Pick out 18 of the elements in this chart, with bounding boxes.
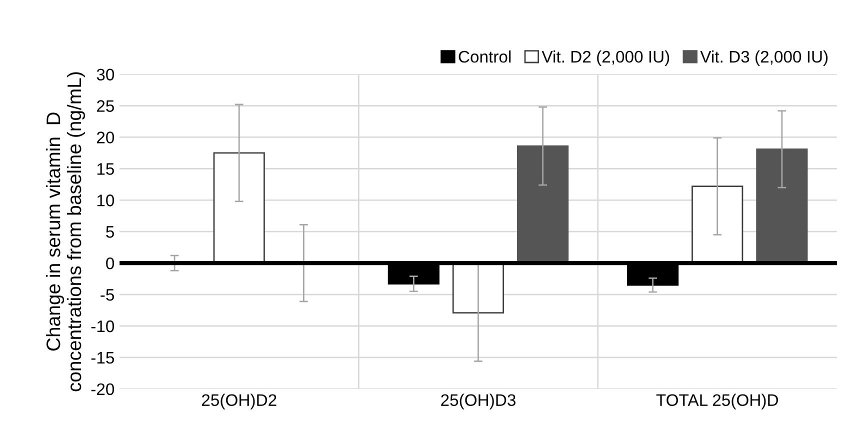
legend-label: Vit. D3 (2,000 IU) <box>700 50 828 66</box>
y-tick-label: 20 <box>97 132 114 144</box>
y-tick-label: -5 <box>100 289 114 301</box>
y-tick-label: -15 <box>91 352 114 364</box>
y-tick-label: -20 <box>91 383 114 396</box>
y-tick-label: 30 <box>96 68 114 80</box>
y-tick-label: 15 <box>97 163 114 175</box>
y-tick-label: 0 <box>106 257 114 270</box>
y-tick-label: 5 <box>106 226 114 238</box>
x-tick-label: 25(OH)D2 <box>202 394 276 410</box>
y-axis-title: Change in serum vitamin D concentrations from baseline (ng/mL) <box>46 72 86 392</box>
y-tick-label: 25 <box>97 100 114 112</box>
y-tick-label: -10 <box>91 320 114 332</box>
legend-label: Vit. D2 (2,000 IU) <box>542 50 670 66</box>
y-tick-label: 10 <box>97 194 114 206</box>
x-tick-label: 25(OH)D3 <box>441 394 516 410</box>
x-tick-label: TOTAL 25(OH)D <box>656 394 778 410</box>
legend-label: Control <box>458 50 511 63</box>
